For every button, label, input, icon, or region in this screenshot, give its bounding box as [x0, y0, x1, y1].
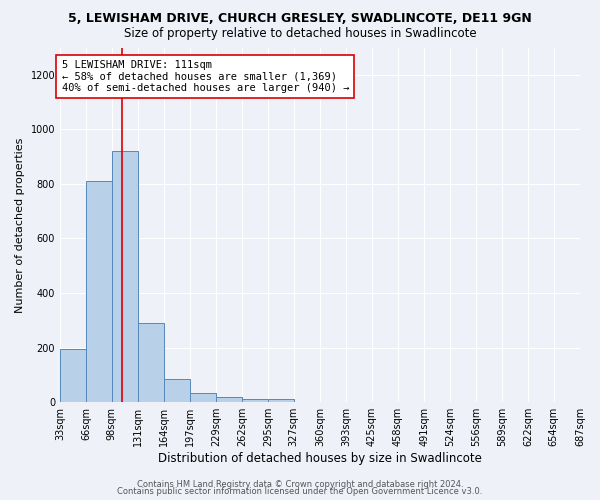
Bar — [112, 151, 138, 402]
Text: Contains public sector information licensed under the Open Government Licence v3: Contains public sector information licen… — [118, 488, 482, 496]
X-axis label: Distribution of detached houses by size in Swadlincote: Distribution of detached houses by size … — [158, 452, 482, 465]
Text: Size of property relative to detached houses in Swadlincote: Size of property relative to detached ho… — [124, 28, 476, 40]
Y-axis label: Number of detached properties: Number of detached properties — [15, 137, 25, 312]
Bar — [216, 397, 242, 402]
Bar — [86, 181, 112, 402]
Bar — [242, 399, 268, 402]
Text: 5, LEWISHAM DRIVE, CHURCH GRESLEY, SWADLINCOTE, DE11 9GN: 5, LEWISHAM DRIVE, CHURCH GRESLEY, SWADL… — [68, 12, 532, 26]
Bar — [268, 400, 294, 402]
Text: Contains HM Land Registry data © Crown copyright and database right 2024.: Contains HM Land Registry data © Crown c… — [137, 480, 463, 489]
Bar — [60, 349, 86, 402]
Bar — [164, 379, 190, 402]
Bar — [190, 392, 216, 402]
Text: 5 LEWISHAM DRIVE: 111sqm
← 58% of detached houses are smaller (1,369)
40% of sem: 5 LEWISHAM DRIVE: 111sqm ← 58% of detach… — [62, 60, 349, 93]
Bar — [138, 323, 164, 402]
